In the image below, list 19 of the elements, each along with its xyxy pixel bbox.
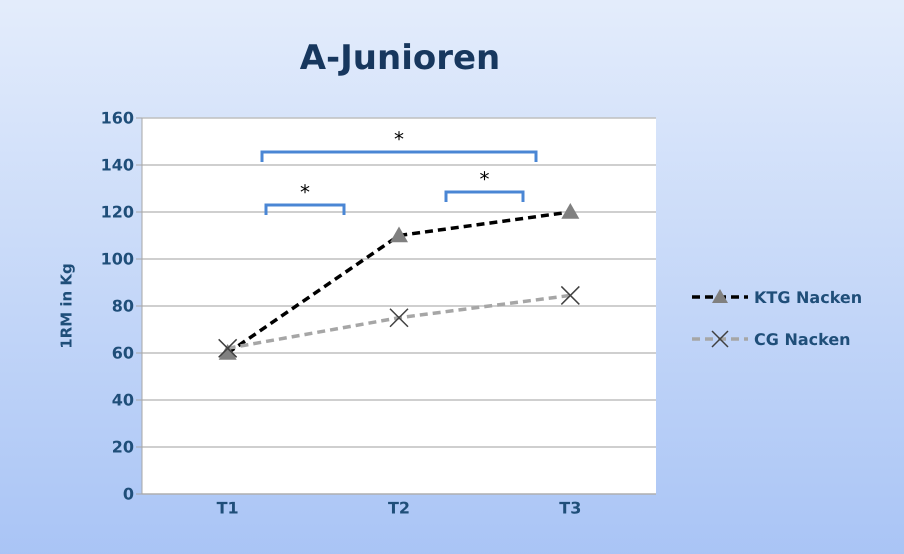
x-tick-label: T2 <box>388 498 410 518</box>
y-tick-label: 60 <box>112 344 134 363</box>
chart-title: A-Junioren <box>298 38 502 78</box>
x-tick-label: T1 <box>216 498 239 518</box>
y-tick-label: 100 <box>100 250 134 269</box>
y-tick-label: 20 <box>112 438 134 457</box>
annotation: * <box>300 180 310 204</box>
legend-label: CG Nacken <box>754 330 851 348</box>
annotation: * <box>394 127 404 151</box>
y-tick-label: 160 <box>100 108 134 128</box>
x-tick-label: T3 <box>559 498 582 518</box>
y-tick-label: 80 <box>112 296 134 316</box>
y-tick-label: 120 <box>100 202 134 222</box>
y-tick-label: 40 <box>112 390 134 410</box>
legend-label: KTG Nacken <box>754 288 862 306</box>
annotation: * <box>480 167 490 191</box>
y-tick-label: 140 <box>100 156 134 175</box>
y-axis-title: 1RM in Kg <box>57 263 76 349</box>
y-tick-label: 0 <box>122 484 134 504</box>
